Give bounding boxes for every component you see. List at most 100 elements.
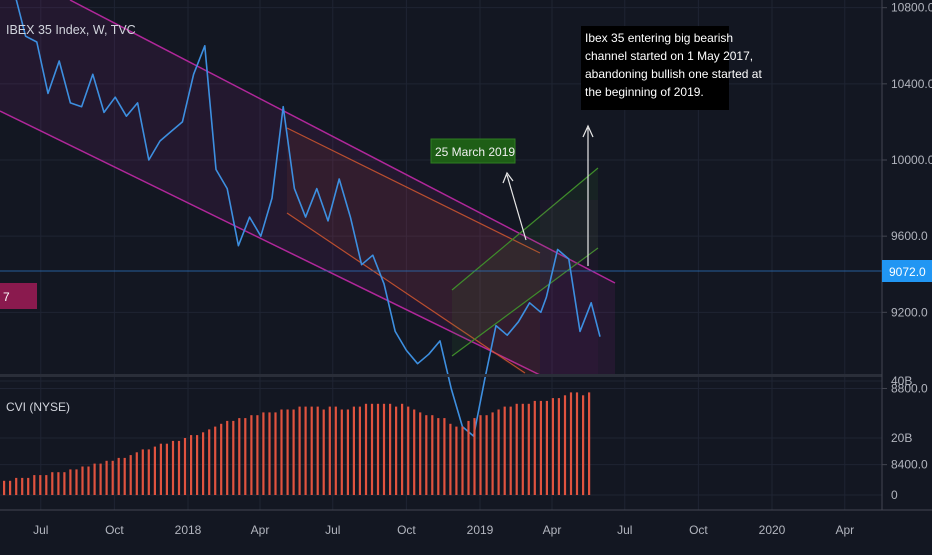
cvi-bar [99, 463, 102, 495]
cvi-bar [503, 406, 506, 495]
cvi-bar [75, 469, 78, 495]
price-tick-label: 10000.0 [891, 153, 932, 167]
cvi-bar [202, 432, 205, 495]
cvi-bar [208, 429, 211, 495]
bull-channel-top-line[interactable] [451, 167, 599, 291]
price-tick-label: 9600.0 [891, 229, 928, 243]
cvi-bar [370, 403, 374, 495]
cvi-bar [316, 406, 319, 495]
cvi-bar [63, 472, 66, 495]
cvi-bar [358, 406, 361, 495]
bull-channel-bottom-line[interactable] [451, 247, 599, 357]
note-line: abandoning bullish one started at [585, 67, 762, 81]
price-axis[interactable] [882, 0, 932, 510]
cvi-bar [425, 415, 428, 495]
inner-channel-top-line[interactable] [286, 127, 541, 254]
cvi-bar [280, 409, 283, 495]
cvi-bar [364, 403, 368, 495]
price-series-line[interactable] [0, 0, 601, 437]
cvi-bar [461, 426, 464, 495]
arrow-up-target[interactable] [582, 124, 594, 266]
cvi-bar [51, 472, 54, 495]
price-tick-label: 10400.0 [891, 77, 932, 91]
note-line: Ibex 35 entering big bearish [585, 31, 733, 45]
time-tick-label: 2020 [759, 523, 786, 537]
drawing-overlays[interactable] [0, 0, 616, 376]
cvi-bar [244, 418, 247, 495]
cvi-bar [214, 426, 217, 495]
cvi-bar [117, 457, 120, 495]
cvi-bars [3, 392, 591, 496]
time-tick-label: Oct [689, 523, 708, 537]
cvi-bar [87, 466, 90, 495]
date-annotation[interactable]: 25 March 2019 [430, 138, 516, 164]
cvi-bar [509, 406, 512, 495]
arrow-to-date[interactable] [502, 171, 527, 241]
cvi-bar [190, 435, 193, 495]
time-tick-label: Jul [325, 523, 340, 537]
time-tick-label: Apr [543, 523, 562, 537]
cvi-bar [81, 466, 84, 495]
cvi-bar [33, 475, 36, 495]
cvi-bar [153, 446, 156, 495]
cvi-bar [57, 472, 60, 495]
cvi-bar [479, 415, 482, 495]
cvi-bar [111, 460, 114, 495]
cvi-bar [407, 406, 410, 495]
cvi-bar [171, 440, 175, 495]
cvi-bar [135, 452, 138, 496]
cvi-bar [105, 460, 108, 495]
cvi-bar [382, 403, 386, 495]
cvi-bar [159, 443, 162, 495]
time-axis[interactable] [0, 510, 932, 550]
price-axis-ticks: 11200.010800.010400.010000.09600.09200.0… [882, 1, 932, 472]
cvi-tick-label: 40B [891, 374, 912, 388]
cvi-bar [220, 423, 223, 496]
cvi-bar [473, 418, 476, 495]
inner-channel-bottom-line[interactable] [286, 212, 526, 374]
cvi-bar [256, 415, 259, 495]
bear-channel-bottom-line[interactable] [0, 110, 541, 376]
cvi-bar [334, 406, 337, 495]
cvi-bar [292, 409, 295, 495]
cvi-bar [238, 418, 241, 495]
cvi-bar [322, 409, 325, 495]
cvi-bar [575, 392, 579, 495]
price-tick-label: 8400.0 [891, 458, 928, 472]
current-price-tag: 9072.0 [882, 260, 932, 282]
cvi-bar [45, 475, 48, 495]
cvi-bar [527, 403, 530, 495]
price-tick-label: 9200.0 [891, 305, 928, 319]
current-price-tag-label: 9072.0 [889, 265, 926, 279]
cvi-bar [431, 415, 434, 495]
cvi-bar [443, 418, 446, 495]
cvi-bar [437, 418, 440, 495]
time-tick-label: Jul [33, 523, 48, 537]
cvi-bar [250, 415, 253, 495]
cvi-bar [262, 412, 265, 495]
cvi-bar [165, 443, 168, 495]
inner-channel-fill [287, 128, 540, 375]
time-axis-ticks: Jul Oct 2018 Apr Jul Oct 2019 Apr Jul Oct 2020 Apr [33, 523, 854, 537]
cvi-bar [196, 435, 199, 495]
cvi-bar [39, 475, 42, 495]
note-annotation[interactable]: Ibex 35 entering big bearish channel star… [581, 26, 762, 110]
date-annotation-text: 25 March 2019 [435, 145, 515, 159]
cvi-bar [340, 409, 343, 495]
cvi-bar [557, 398, 560, 495]
cvi-bar [563, 395, 567, 496]
cvi-bar [376, 403, 380, 495]
cvi-bar [346, 409, 349, 495]
cvi-bar [274, 412, 277, 495]
cvi-bar [551, 398, 554, 495]
pane-separator[interactable] [0, 374, 932, 377]
time-tick-label: Oct [105, 523, 124, 537]
cvi-bar [491, 412, 494, 495]
cvi-bar [395, 406, 398, 495]
cvi-bar [413, 409, 416, 495]
cvi-bar [582, 395, 585, 496]
cvi-bar [9, 480, 12, 496]
cvi-bar [521, 403, 524, 495]
